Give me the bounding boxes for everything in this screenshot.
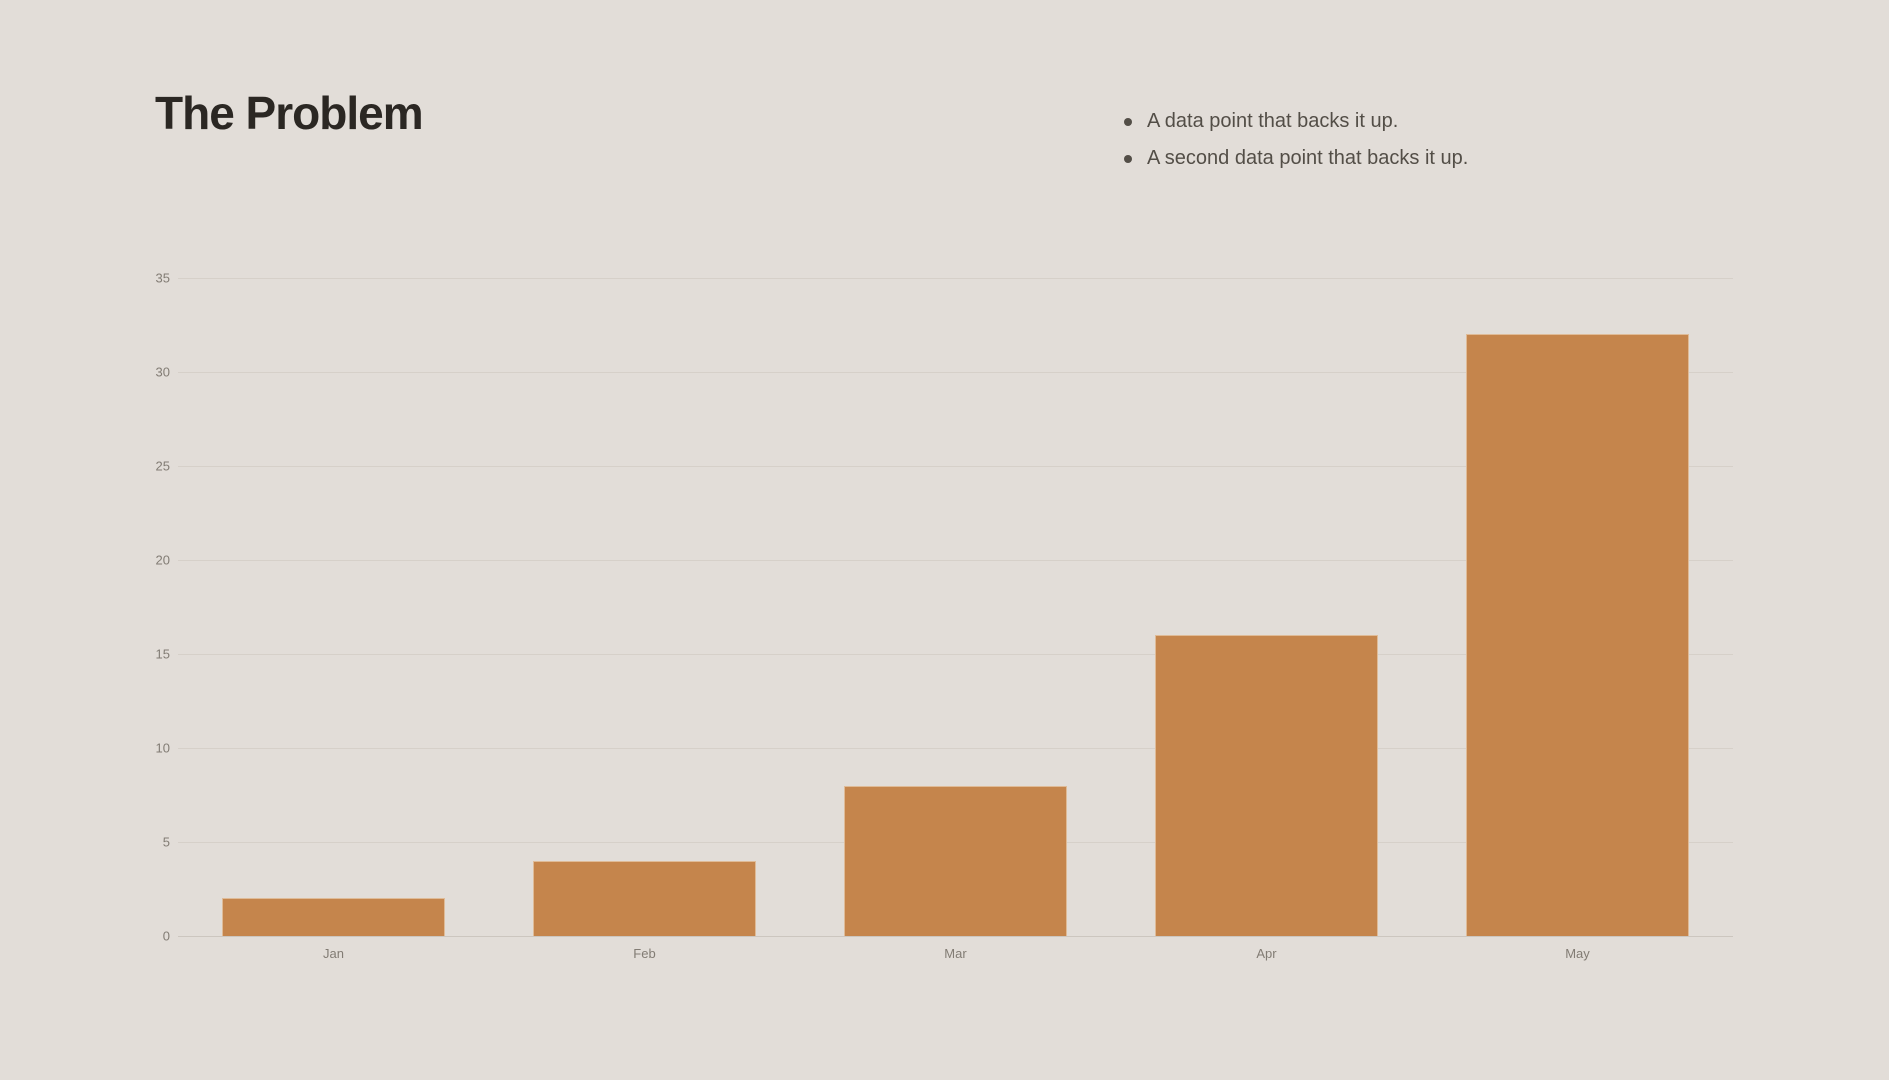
- bar-jan: [221, 898, 446, 936]
- bullet-item: A data point that backs it up.: [1124, 108, 1468, 135]
- gridline: [178, 278, 1733, 279]
- gridline: [178, 654, 1733, 655]
- y-tick-label: 0: [162, 928, 170, 944]
- bullet-text: A data point that backs it up.: [1147, 110, 1399, 132]
- bullet-list: A data point that backs it up. A second …: [1124, 108, 1468, 182]
- bullet-item: A second data point that backs it up.: [1124, 145, 1468, 172]
- y-tick-label: 25: [155, 458, 170, 474]
- x-tick-label: May: [1565, 946, 1590, 961]
- x-axis-baseline: [178, 936, 1733, 937]
- bar-apr: [1154, 635, 1379, 936]
- bar-feb: [532, 860, 757, 936]
- x-tick-label: Mar: [944, 946, 967, 961]
- bullet-dot-icon: [1124, 118, 1132, 126]
- gridline: [178, 560, 1733, 561]
- bullet-dot-icon: [1124, 155, 1132, 163]
- gridline: [178, 748, 1733, 749]
- bar-mar: [843, 785, 1068, 936]
- y-tick-label: 5: [162, 834, 170, 850]
- x-tick-label: Apr: [1256, 946, 1277, 961]
- y-tick-label: 35: [155, 270, 170, 286]
- gridline: [178, 466, 1733, 467]
- y-tick-label: 30: [155, 364, 170, 380]
- y-tick-label: 20: [155, 552, 170, 568]
- gridline: [178, 372, 1733, 373]
- x-tick-label: Jan: [323, 946, 344, 961]
- slide-title: The Problem: [155, 87, 424, 139]
- x-tick-label: Feb: [633, 946, 656, 961]
- bar-may: [1465, 334, 1690, 936]
- bar-chart: 0 5 10 15 20 25 30 35 Jan Feb Mar Apr May: [156, 271, 1733, 961]
- y-tick-label: 15: [155, 646, 170, 662]
- y-tick-label: 10: [155, 740, 170, 756]
- bullet-text: A second data point that backs it up.: [1147, 147, 1469, 169]
